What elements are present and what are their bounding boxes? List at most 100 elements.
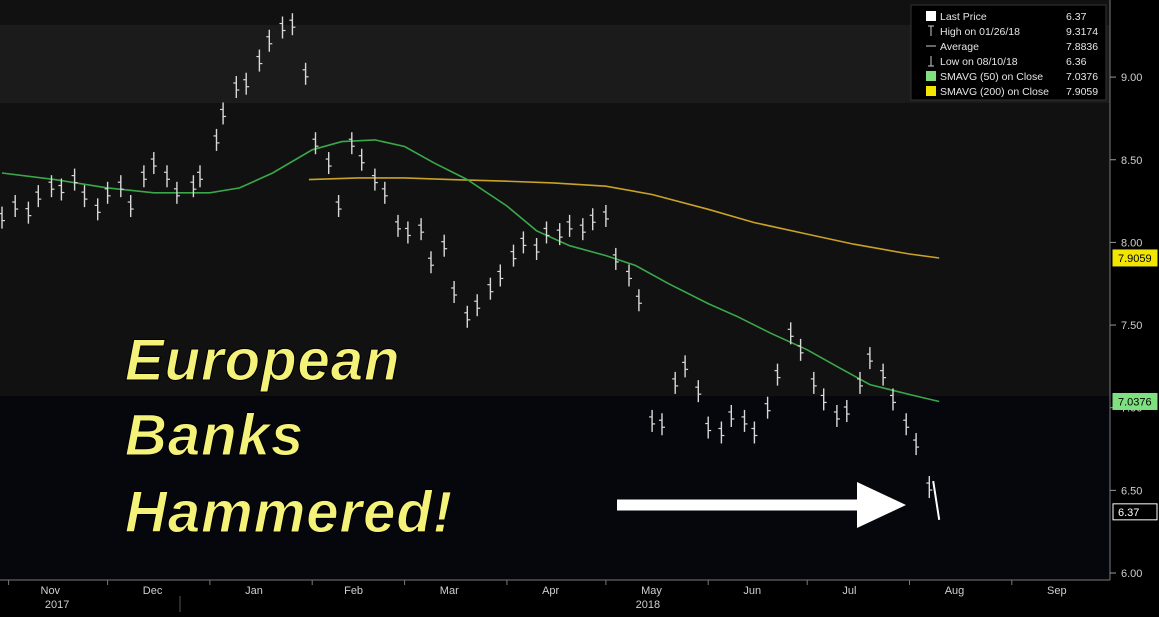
- legend-swatch: [926, 86, 936, 96]
- legend-label: Last Price: [940, 11, 987, 23]
- price-bar: [810, 371, 817, 394]
- price-bar: [381, 181, 388, 204]
- price-bar: [797, 338, 804, 361]
- price-bar: [173, 181, 180, 204]
- price-bar: [464, 305, 471, 328]
- price-bar: [926, 476, 933, 499]
- headline: European Banks Hammered!: [125, 328, 453, 546]
- y-tick-label: 8.00: [1121, 237, 1142, 249]
- price-bar: [441, 234, 448, 257]
- price-tag-box: [1112, 392, 1158, 410]
- price-bar: [705, 416, 712, 439]
- sma200-line: [308, 177, 940, 259]
- legend-value: 9.3174: [1066, 26, 1098, 38]
- price-bar: [474, 294, 481, 317]
- legend-item: SMAVG (200) on Close 7.9059: [926, 86, 1098, 98]
- price-bar: [520, 231, 527, 254]
- legend-swatch: [926, 11, 936, 21]
- price-bar: [190, 175, 197, 198]
- price-tag-sma200: 7.9059: [1112, 249, 1158, 267]
- x-year-label: 2017: [45, 599, 69, 611]
- price-bar: [233, 76, 240, 99]
- price-bar: [857, 371, 863, 394]
- price-bar: [279, 16, 286, 39]
- price-bar: [81, 185, 88, 208]
- price-last-segment: [932, 480, 941, 520]
- price-bar: [787, 322, 794, 345]
- price-tag-box: [1112, 503, 1158, 521]
- price-bar: [556, 223, 563, 246]
- price-bar: [312, 132, 319, 155]
- price-bar: [579, 218, 586, 241]
- x-tick-label: Nov: [41, 585, 61, 597]
- price-bar: [451, 280, 458, 303]
- price-bar: [243, 72, 250, 95]
- price-bar: [774, 363, 781, 386]
- price-bar: [335, 195, 342, 218]
- price-bar: [843, 400, 850, 423]
- price-bar: [127, 195, 134, 218]
- price-bar: [589, 208, 596, 231]
- price-bar: [764, 396, 771, 419]
- price-bar: [12, 195, 19, 218]
- price-bar: [533, 238, 540, 261]
- price-bar: [418, 218, 425, 241]
- arrow-layer: [617, 482, 906, 528]
- headline-line: European: [125, 328, 401, 393]
- legend-value: 7.8836: [1066, 41, 1098, 53]
- series-layer: [0, 13, 941, 520]
- price-bar: [866, 347, 873, 370]
- price-bar: [487, 277, 494, 300]
- legend-swatch: [926, 71, 936, 81]
- legend-item: SMAVG (50) on Close 7.0376: [926, 71, 1098, 83]
- legend-box: [910, 4, 1107, 101]
- price-bar: [266, 29, 273, 52]
- price-bar: [741, 409, 748, 432]
- price-tag-box: [1112, 249, 1158, 267]
- x-tick-label: Jun: [743, 585, 761, 597]
- price-bar: [404, 221, 411, 244]
- y-tick-label: 6.50: [1121, 485, 1142, 497]
- x-tick-label: Jan: [245, 585, 263, 597]
- price-bar: [672, 371, 679, 394]
- legend-item: High on 01/26/18 9.3174: [928, 25, 1098, 38]
- price-tag-sma50: 7.0376: [1112, 392, 1158, 410]
- x-year-label: 2018: [636, 599, 660, 611]
- legend-item: Last Price 6.37: [926, 11, 1087, 23]
- y-tick-label: 9.00: [1121, 72, 1142, 84]
- price-bar: [543, 221, 550, 244]
- legend-item: Low on 08/10/18 6.36: [928, 56, 1087, 68]
- price-bar: [682, 355, 689, 378]
- price-bar: [371, 168, 378, 191]
- price-bar: [820, 388, 827, 411]
- price-bar: [880, 363, 887, 386]
- price-bar: [197, 165, 203, 188]
- price-bar: [94, 198, 101, 221]
- price-bar: [932, 480, 941, 520]
- y-tick-label: 7.50: [1121, 320, 1142, 332]
- x-tick-label: Mar: [440, 585, 459, 597]
- legend-label: Low on 08/10/18: [940, 56, 1018, 68]
- legend-item: Average 7.8836: [926, 41, 1098, 53]
- legend-value: 7.0376: [1066, 71, 1098, 83]
- price-bar: [751, 421, 758, 444]
- price-bar: [728, 404, 735, 427]
- price-bar: [566, 214, 573, 237]
- price-bar: [612, 247, 619, 270]
- price-bar: [117, 175, 124, 198]
- price-bar: [635, 289, 642, 312]
- legend-label: SMAVG (200) on Close: [940, 86, 1049, 98]
- sma50-line: [1, 139, 940, 403]
- price-bar: [220, 102, 227, 125]
- x-tick-label: Aug: [945, 585, 965, 597]
- legend-value: 6.36: [1066, 56, 1087, 68]
- price-bar: [718, 421, 725, 444]
- price-bar: [833, 404, 840, 427]
- price-bar: [497, 264, 504, 287]
- price-bar: [428, 251, 434, 274]
- price-tag-label: 7.0376: [1118, 396, 1152, 408]
- headline-line: Hammered!: [125, 480, 453, 545]
- price-bar: [104, 181, 111, 204]
